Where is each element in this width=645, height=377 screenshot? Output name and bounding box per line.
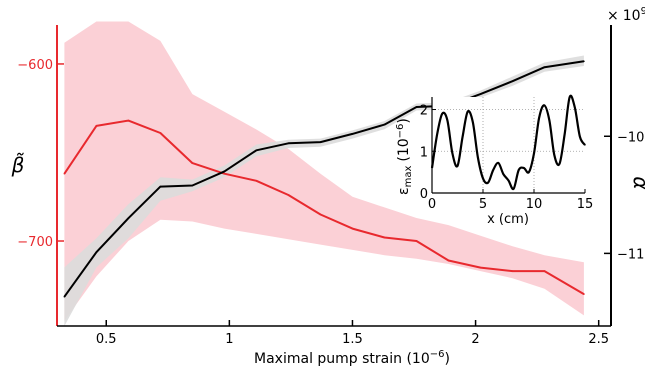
inset-y-tick-label: 1 [420, 145, 428, 160]
data-point-left [415, 240, 418, 242]
data-point-right [159, 185, 162, 188]
inset-background [432, 97, 585, 193]
data-point-left [479, 266, 482, 269]
inset-data-point [507, 179, 510, 182]
inset-data-point [553, 154, 556, 156]
data-point-right [583, 60, 585, 63]
left-axis-label: β̃ [11, 152, 25, 177]
band-left [64, 21, 584, 321]
right-axis-label: α̃ [629, 176, 645, 189]
x-tick-label: 0.5 [96, 332, 117, 347]
series-lines [63, 60, 585, 298]
inset-data-point [477, 156, 479, 159]
inset-data-point [492, 169, 494, 171]
inset-data-point [543, 104, 545, 106]
data-point-left [191, 162, 194, 164]
svg-text:β̃: β̃ [11, 152, 25, 177]
inset-data-point [523, 167, 525, 169]
right-tick-label: −11 [617, 247, 644, 262]
data-point-right [351, 133, 354, 135]
svg-text:εmax(10−6): εmax(10−6) [395, 118, 414, 195]
data-point-right [127, 217, 130, 219]
inset-data-point [441, 113, 443, 115]
data-point-right [543, 66, 546, 68]
band-right [64, 55, 584, 326]
inset-data-point [528, 171, 530, 173]
inset-data-point [584, 144, 586, 146]
inset-data-point [558, 163, 561, 165]
svg-text:x (cm): x (cm) [487, 212, 529, 227]
x-tick-label: 2.5 [588, 332, 609, 347]
data-point-right [479, 93, 482, 95]
inset-data-point [487, 182, 489, 184]
left-tick-label: −700 [17, 235, 53, 250]
data-point-left [543, 270, 546, 272]
inset-data-point [513, 188, 515, 190]
inset-data-point [456, 165, 459, 167]
x-axis-label: Maximal pump strain (10−6) [254, 349, 450, 367]
x-tick-label: 1.5 [342, 332, 363, 347]
data-point-left [583, 293, 585, 295]
inset-data-point [538, 117, 540, 119]
data-point-right [255, 149, 258, 152]
svg-text:Maximal pump strain (10−6): Maximal pump strain (10−6) [254, 349, 450, 367]
data-point-right [63, 295, 66, 298]
svg-text:×109: × 109 [607, 6, 645, 24]
data-point-left [255, 180, 258, 182]
inset-x-tick-label: 0 [428, 197, 436, 212]
inset-data-point [446, 119, 448, 121]
left-tick-label: −600 [17, 58, 53, 73]
data-point-left [383, 236, 386, 239]
data-point-right [191, 184, 194, 187]
inset-data-point [472, 121, 474, 123]
inset-x-tick-label: 5 [479, 197, 487, 212]
data-point-left [447, 259, 450, 262]
inset-data-point [462, 136, 464, 138]
data-point-right [415, 106, 418, 108]
inset-data-point [436, 134, 438, 136]
inset-data-point [482, 177, 484, 179]
inset-data-point [451, 152, 453, 154]
inset-data-point [518, 169, 520, 171]
inset-data-point [564, 134, 566, 136]
inset-data-point [548, 119, 550, 121]
data-point-left [159, 132, 162, 134]
inset-data-point [533, 152, 535, 154]
x-tick-label: 1 [225, 332, 233, 347]
data-point-right [383, 123, 386, 126]
data-point-right [511, 80, 514, 82]
inset-data-point [569, 96, 571, 98]
data-point-left [287, 194, 290, 196]
inset-x-axis-label: x (cm) [487, 212, 529, 227]
data-point-left [351, 227, 354, 230]
inset-data-point [467, 111, 469, 113]
data-point-left [319, 213, 322, 216]
inset-data-point [502, 173, 504, 175]
inset-data-point [497, 162, 499, 164]
data-point-right [95, 251, 98, 253]
inset-y-tick-label: 0 [420, 187, 428, 202]
data-point-left [95, 125, 98, 127]
data-point-right [319, 141, 322, 143]
data-point-left [511, 270, 514, 272]
data-point-left [63, 172, 66, 175]
inset-data-point [574, 106, 576, 108]
data-point-right [287, 142, 290, 145]
inset-x-tick-label: 10 [526, 197, 543, 212]
inset-y-axis-label: εmax(10−6) [395, 118, 414, 195]
inset-x-tick-label: 15 [577, 197, 594, 212]
inset-chart: 0 5 10 15 0 1 2 [420, 94, 594, 212]
data-point-left [223, 172, 226, 175]
inset-data-point [579, 136, 581, 138]
right-axis-multiplier: × 109 [607, 6, 645, 24]
confidence-bands [64, 21, 584, 326]
x-tick-label: 2 [471, 332, 479, 347]
data-point-left [127, 119, 130, 122]
axes: −600 −700 −10 −11 0.5 1 1.5 2 2.5 [17, 25, 644, 347]
data-point-right [223, 170, 226, 173]
inset-y-tick-label: 2 [420, 104, 428, 119]
right-tick-label: −10 [617, 130, 644, 145]
svg-text:α̃: α̃ [629, 176, 645, 189]
